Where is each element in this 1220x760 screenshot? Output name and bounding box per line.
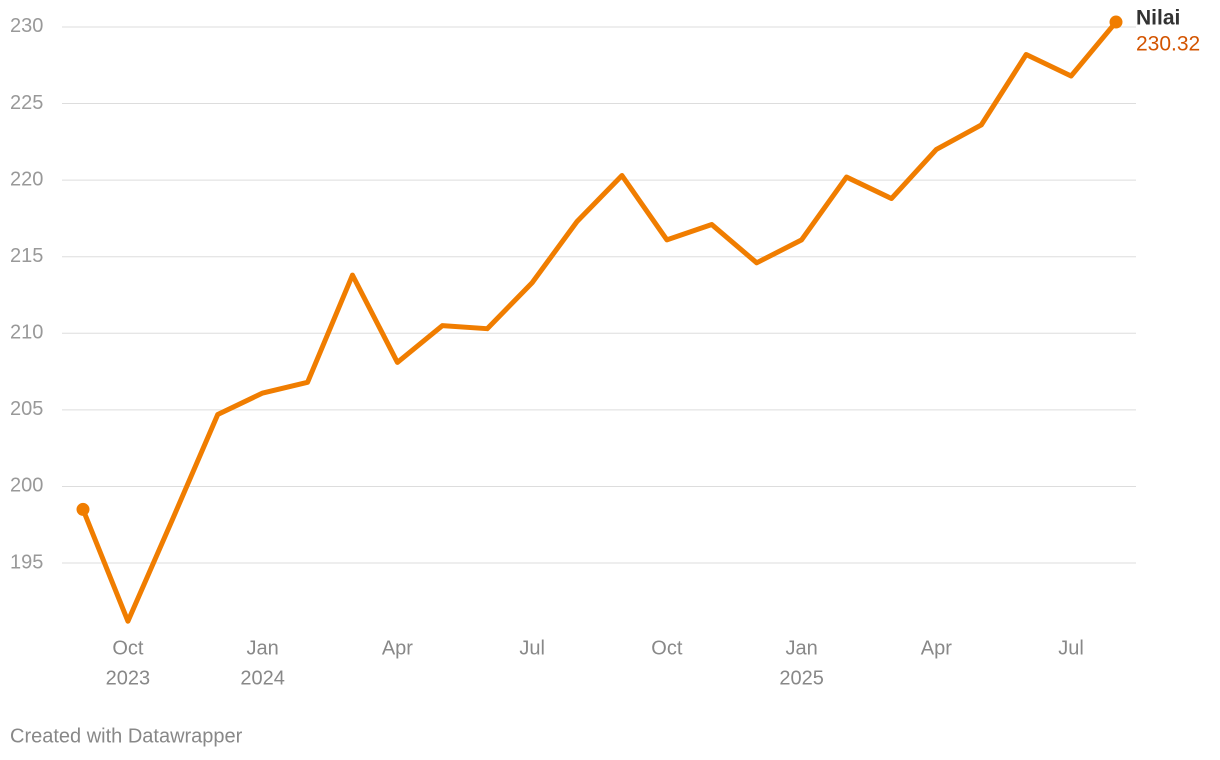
x-tick-label: Jan [247, 637, 279, 659]
line [80, 20, 1118, 624]
x-tick-label: Jan [785, 637, 817, 659]
x-tick-label: Oct [112, 637, 144, 659]
series-label: Nilai [1136, 7, 1180, 30]
x-tick-year: 2024 [240, 667, 285, 689]
x-tick-label: Oct [651, 637, 683, 659]
x-tick-year: 2025 [779, 667, 824, 689]
end-point [76, 502, 90, 516]
x-tick-label: Jul [1058, 637, 1084, 659]
x-tick-label: Jul [519, 637, 545, 659]
value-label: 230.32 [1136, 33, 1200, 56]
y-tick-label: 225 [10, 92, 43, 114]
y-tick-label: 205 [10, 398, 43, 420]
x-tick-year: 2023 [106, 667, 151, 689]
y-tick-label: 230 [10, 15, 43, 37]
y-tick-label: 215 [10, 245, 43, 267]
footer: Created with Datawrapper [10, 725, 243, 747]
y-tick-label: 195 [10, 551, 43, 573]
x-tick-label: Apr [382, 637, 413, 659]
y-tick-label: 200 [10, 475, 43, 497]
y-tick-label: 210 [10, 322, 43, 344]
x-tick-label: Apr [921, 637, 952, 659]
end-point [1109, 15, 1123, 29]
y-tick-label: 220 [10, 168, 43, 190]
